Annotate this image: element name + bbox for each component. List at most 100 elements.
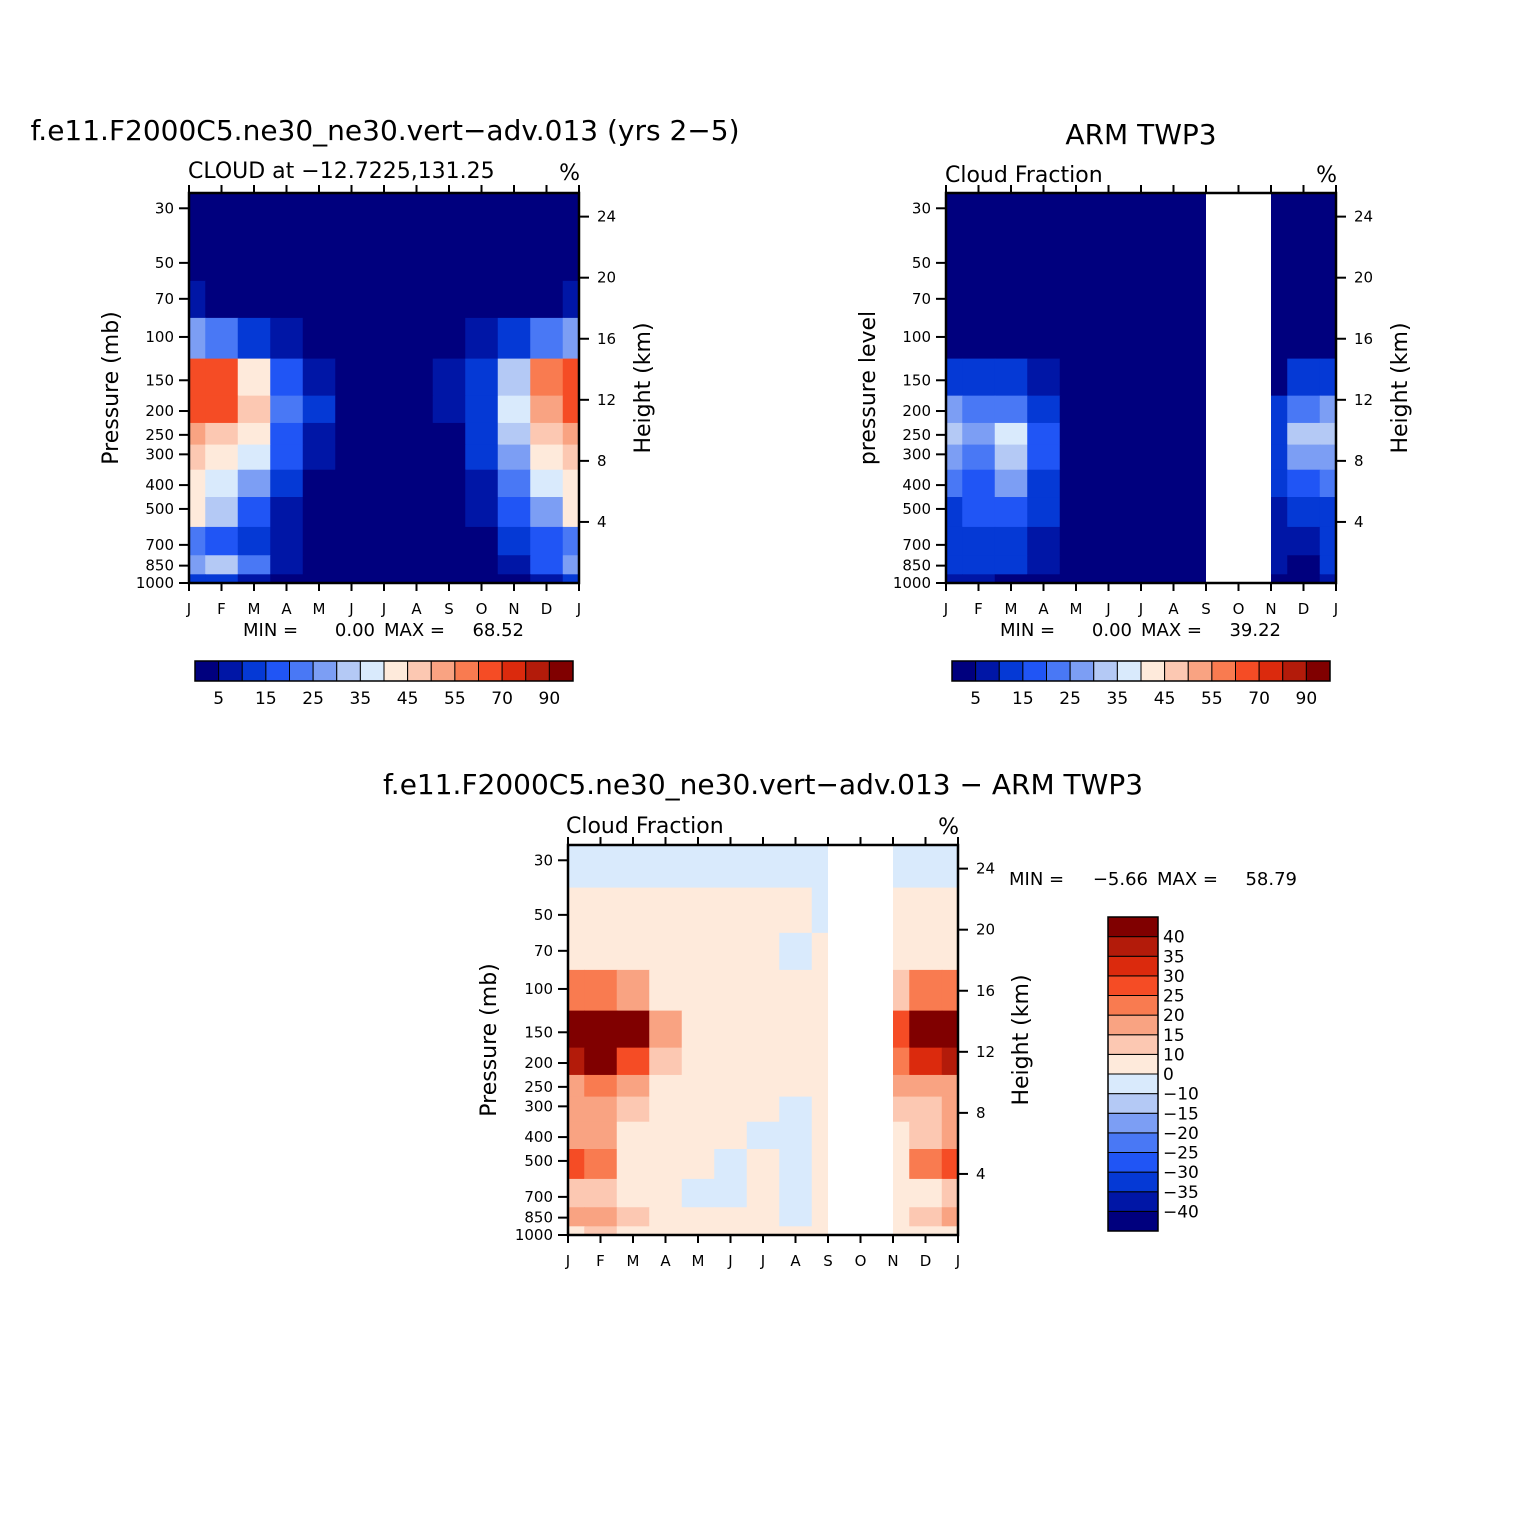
contour-cell <box>946 555 963 575</box>
obs-ylabel-right: Height (km) <box>1388 322 1413 453</box>
contour-cell <box>302 317 336 360</box>
colorbar-box <box>407 660 432 682</box>
x-tick-label: O <box>476 600 488 618</box>
colorbar-frame <box>951 660 1331 682</box>
contour-cell <box>270 280 304 319</box>
contour-cell <box>1059 444 1093 471</box>
y-tick-label: 50 <box>155 254 174 272</box>
contour-cell <box>616 932 650 971</box>
contour-cell <box>616 1121 650 1150</box>
x-tick-label: M <box>627 1252 640 1270</box>
contour-cell <box>746 1149 780 1180</box>
contour-cell <box>994 555 1028 575</box>
colorbar-label: −25 <box>1163 1144 1199 1164</box>
colorbar-label: 40 <box>1163 928 1185 948</box>
contour-cell <box>941 1178 959 1208</box>
colorbar-box <box>1107 1210 1159 1232</box>
x-tick-label: J <box>1105 600 1110 618</box>
contour-cell <box>205 526 239 556</box>
colorbar-label: 15 <box>255 689 277 709</box>
contour-cell <box>530 358 564 397</box>
contour-cell <box>584 932 618 971</box>
y-tick-label: 850 <box>524 1209 553 1227</box>
contour-cell <box>962 574 996 584</box>
contour-cell <box>746 845 780 889</box>
contour-cell <box>681 1149 715 1180</box>
contour-cell <box>746 1178 780 1208</box>
y-tick-label: 50 <box>912 254 931 272</box>
obs-min-value: 0.00 <box>1092 620 1132 641</box>
contour-cell <box>1287 317 1321 360</box>
colorbar-box <box>1022 660 1047 682</box>
contour-cell <box>1027 469 1061 498</box>
x-tick-label: N <box>887 1252 898 1270</box>
contour-cell <box>562 280 580 319</box>
contour-cell <box>616 1226 650 1236</box>
contour-cell <box>714 1178 748 1208</box>
contour-cell <box>568 1121 585 1150</box>
contour-cell <box>946 280 963 319</box>
model-max-label: MAX = <box>384 620 445 641</box>
contour-cell <box>562 193 580 237</box>
contour-cell <box>616 1178 650 1208</box>
y-tick-label: 1000 <box>136 574 174 592</box>
y-tick-label: 300 <box>902 445 931 463</box>
contour-cell <box>568 1074 585 1098</box>
x-tick-label: J <box>1138 600 1143 618</box>
y-right-tick-label: 24 <box>976 860 995 878</box>
contour-cell <box>1319 555 1337 575</box>
contour-cell <box>568 932 585 971</box>
contour-cell <box>1287 497 1321 528</box>
contour-cell <box>562 497 580 528</box>
contour-cell <box>746 969 780 1012</box>
contour-cell <box>568 1226 585 1236</box>
colorbar-label: 70 <box>1248 689 1270 709</box>
y-tick-label: 500 <box>524 1152 553 1170</box>
diff-min-label: MIN = <box>1009 869 1064 890</box>
x-tick-label: A <box>411 600 422 618</box>
contour-cell <box>994 444 1028 471</box>
obs-units: % <box>1316 163 1337 188</box>
contour-cell <box>1027 555 1061 575</box>
colorbar-box <box>218 660 243 682</box>
contour-cell <box>714 1121 748 1150</box>
x-tick-label: A <box>1168 600 1179 618</box>
contour-cell <box>1027 317 1061 360</box>
contour-cell <box>270 555 304 575</box>
contour-cell <box>400 235 434 282</box>
contour-cell <box>189 422 206 446</box>
contour-cell <box>432 317 466 360</box>
contour-cell <box>1059 358 1093 397</box>
model-min-value: 0.00 <box>335 620 375 641</box>
colorbar-label: −40 <box>1163 1202 1199 1222</box>
y-tick-label: 400 <box>145 476 174 494</box>
contour-cell <box>335 422 369 446</box>
contour-cell <box>681 1047 715 1076</box>
contour-cell <box>994 497 1028 528</box>
contour-cell <box>616 1074 650 1098</box>
contour-cell <box>1092 574 1126 584</box>
contour-cell <box>205 280 239 319</box>
contour-cell <box>302 526 336 556</box>
colorbar-box <box>430 660 456 682</box>
contour-cell <box>909 1074 943 1098</box>
contour-cell <box>205 193 239 237</box>
contour-cell <box>189 497 206 528</box>
contour-cell <box>568 1207 585 1227</box>
colorbar-label: 70 <box>491 689 513 709</box>
contour-cell <box>1319 444 1337 471</box>
y-right-tick-label: 20 <box>976 921 995 939</box>
contour-cell <box>270 574 304 584</box>
colorbar-label: 25 <box>1059 689 1081 709</box>
contour-cell <box>714 1010 748 1049</box>
contour-cell <box>649 1226 683 1236</box>
contour-cell <box>1092 193 1126 237</box>
contour-cell <box>1092 280 1126 319</box>
contour-cell <box>367 395 401 424</box>
contour-cell <box>714 1226 748 1236</box>
contour-cell <box>941 845 959 889</box>
contour-cell <box>302 280 336 319</box>
contour-cell <box>189 280 206 319</box>
colorbar-box <box>998 660 1024 682</box>
